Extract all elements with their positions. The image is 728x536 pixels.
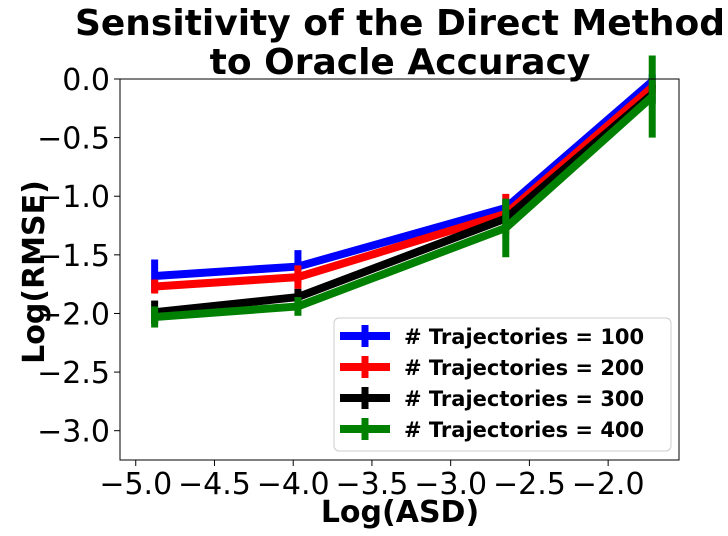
y-tick-label: −2.5 (37, 356, 110, 391)
y-tick-label: −1.5 (37, 239, 110, 274)
series-line (154, 93, 655, 321)
y-tick-label: −1.0 (37, 180, 110, 215)
plot-frame (119, 78, 680, 461)
y-axis-ticks: 0.0 −0.5 −1.0 −1.5 −2.0 −2.5 −3.0 (37, 63, 120, 450)
legend-entry: # Trajectories = 200 (340, 356, 644, 380)
x-tick-label: −2.0 (572, 467, 645, 502)
legend-label: # Trajectories = 100 (404, 325, 644, 349)
y-tick-label: −3.0 (37, 415, 110, 450)
x-tick-label: −4.5 (178, 467, 251, 502)
legend: # Trajectories = 100 # Trajectories = 200… (333, 317, 672, 452)
y-tick-label: −2.0 (37, 297, 110, 332)
x-tick-label: −4.0 (257, 467, 330, 502)
legend-entry: # Trajectories = 100 (340, 325, 644, 349)
chart-title-line-2: to Oracle Accuracy (210, 42, 591, 83)
legend-label: # Trajectories = 200 (404, 356, 644, 380)
legend-box (333, 317, 672, 452)
series-line (154, 91, 655, 317)
legend-label: # Trajectories = 400 (404, 418, 644, 442)
chart-title-line-1: Sensitivity of the Direct Method (75, 3, 725, 44)
series-4 (151, 55, 656, 328)
y-axis-label: Log(RMSE) (17, 180, 52, 364)
legend-entry: # Trajectories = 400 (340, 418, 644, 442)
series-3 (151, 84, 656, 325)
y-tick-label: −0.5 (37, 122, 110, 157)
x-axis-ticks: −5.0 −4.5 −4.0 −3.5 −3.0 −2.5 −2.0 (99, 460, 645, 502)
x-tick-label: −3.5 (336, 467, 409, 502)
x-tick-label: −2.5 (493, 467, 566, 502)
series-layer (151, 55, 656, 328)
legend-label: # Trajectories = 300 (404, 387, 644, 411)
series-line (154, 78, 655, 280)
x-tick-label: −5.0 (99, 467, 172, 502)
y-tick-label: 0.0 (62, 63, 110, 98)
series-2 (151, 81, 656, 294)
x-axis-label: Log(ASD) (321, 495, 479, 530)
legend-entry: # Trajectories = 300 (340, 387, 644, 411)
x-tick-label: −3.0 (414, 467, 487, 502)
series-line (154, 84, 655, 291)
